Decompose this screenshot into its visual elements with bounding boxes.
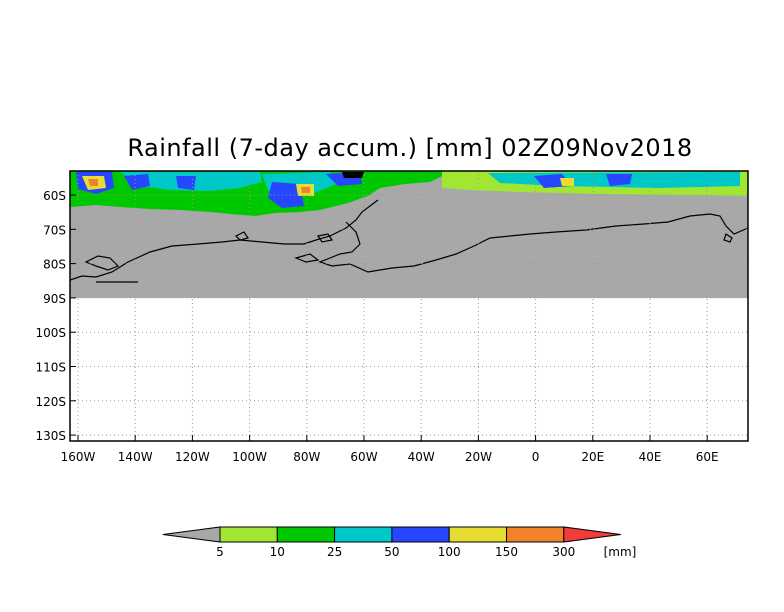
colorbar-swatch bbox=[276, 526, 336, 543]
colorbar-label: 50 bbox=[384, 545, 399, 559]
lon-tick-label: 60W bbox=[350, 450, 377, 464]
colorbar-max-arrow bbox=[563, 526, 621, 543]
longitude-axis: 160W 140W 120W 100W 80W 60W 40W 20W 0 20E 40E 60E bbox=[61, 435, 719, 464]
colorbar-label: 25 bbox=[327, 545, 342, 559]
lat-tick-label: 70S bbox=[43, 223, 66, 237]
lon-tick-label: 0 bbox=[532, 450, 540, 464]
colorbar-swatch bbox=[219, 526, 278, 543]
colorbar-swatch bbox=[334, 526, 393, 543]
lat-tick-label: 130S bbox=[35, 429, 66, 443]
lon-tick-label: 20E bbox=[581, 450, 604, 464]
lon-tick-label: 20W bbox=[465, 450, 492, 464]
lat-tick-label: 60S bbox=[43, 189, 66, 203]
grid-lines bbox=[70, 171, 748, 441]
colorbar-min-arrow bbox=[162, 526, 221, 543]
map-area bbox=[70, 171, 748, 441]
colorbar: 5 10 25 50 100 150 300 [mm] bbox=[162, 526, 637, 559]
colorbar-label: 5 bbox=[216, 545, 224, 559]
lon-tick-label: 60E bbox=[696, 450, 719, 464]
lat-tick-label: 80S bbox=[43, 258, 66, 272]
lat-tick-label: 100S bbox=[35, 326, 66, 340]
map-title: Rainfall (7-day accum.) [mm] 02Z09Nov201… bbox=[127, 134, 693, 162]
colorbar-swatch bbox=[506, 526, 565, 543]
lat-tick-label: 90S bbox=[43, 292, 66, 306]
colorbar-swatch bbox=[391, 526, 450, 543]
rainfall-band bbox=[70, 171, 748, 216]
latitude-axis: 60S 70S 80S 90S 100S 110S 120S 130S bbox=[35, 189, 76, 443]
colorbar-swatch bbox=[448, 526, 508, 543]
coastline bbox=[70, 199, 748, 283]
lon-tick-label: 40E bbox=[639, 450, 662, 464]
colorbar-label: 150 bbox=[495, 545, 518, 559]
lat-tick-label: 110S bbox=[35, 361, 66, 375]
lon-tick-label: 120W bbox=[175, 450, 210, 464]
colorbar-label: 10 bbox=[270, 545, 285, 559]
lat-tick-label: 120S bbox=[35, 395, 66, 409]
lon-tick-label: 80W bbox=[293, 450, 320, 464]
colorbar-unit: [mm] bbox=[604, 545, 637, 559]
colorbar-label: 300 bbox=[552, 545, 575, 559]
map-frame bbox=[69, 170, 749, 442]
lon-tick-label: 160W bbox=[61, 450, 96, 464]
colorbar-label: 100 bbox=[438, 545, 461, 559]
lon-tick-label: 140W bbox=[118, 450, 153, 464]
lon-tick-label: 40W bbox=[408, 450, 435, 464]
lon-tick-label: 100W bbox=[232, 450, 267, 464]
